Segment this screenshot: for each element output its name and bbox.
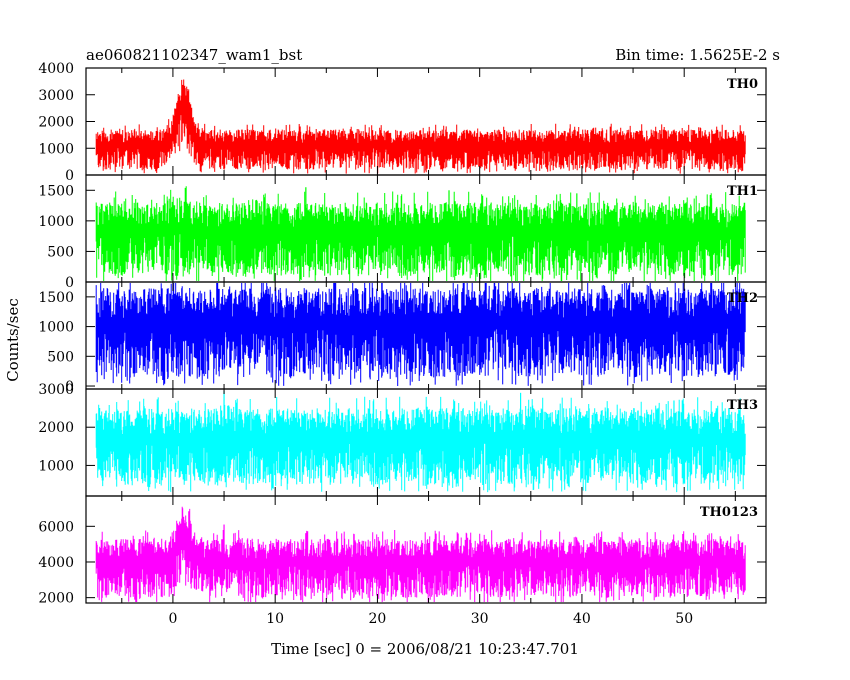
panel-th0123: 2000 4000 6000 TH0123 [38, 495, 767, 607]
panel-frame [85, 495, 767, 604]
y-tick-label: 0 [65, 168, 74, 184]
y-tick-label: 500 [47, 244, 74, 260]
y-tick-label: 0 [65, 379, 74, 395]
series-th2 [95, 283, 746, 386]
y-tick-label: 500 [47, 349, 74, 365]
y-tick-label: 1000 [38, 458, 74, 474]
x-tick-label: 30 [471, 611, 489, 627]
series-th0123 [95, 506, 746, 602]
y-tick-label: 3000 [38, 382, 74, 398]
y-tick-label: 4000 [38, 61, 74, 77]
y-tick-label: 4000 [38, 555, 74, 571]
panel-label-th1: TH1 [727, 184, 758, 199]
y-tick-label: 1500 [38, 183, 74, 199]
y-tick-label: 1500 [38, 290, 74, 306]
y-tick-label: 0 [65, 275, 74, 291]
y-tick-label: 1000 [38, 320, 74, 336]
y-tick-label: 1000 [38, 141, 74, 157]
panel-th0: 0 1000 2000 3000 4000 TH0 [38, 61, 767, 184]
y-tick-label: 2000 [38, 591, 74, 607]
panel-th3: 1000 2000 3000 TH3 [38, 382, 767, 497]
panel-label-th2: TH2 [727, 291, 758, 306]
x-tick-label: 0 [168, 611, 177, 627]
series-th1 [95, 186, 746, 281]
x-tick-label: 20 [369, 611, 387, 627]
y-tick-label: 6000 [38, 519, 74, 535]
series-th3 [95, 396, 746, 493]
y-tick-label: 1000 [38, 214, 74, 230]
y-tick-label: 2000 [38, 115, 74, 131]
y-axis-label: Counts/sec [4, 298, 22, 382]
panel-label-th0: TH0 [727, 77, 758, 92]
chart-title: ae060821102347_wam1_bst [86, 46, 302, 64]
x-tick-label: 40 [573, 611, 591, 627]
y-tick-label: 3000 [38, 88, 74, 104]
x-tick-label: 50 [675, 611, 693, 627]
x-axis-label: Time [sec] 0 = 2006/08/21 10:23:47.701 [271, 640, 579, 658]
x-tick-label: 10 [266, 611, 284, 627]
panel-th2: 0 500 1000 1500 TH2 [38, 281, 767, 395]
panel-label-th3: TH3 [727, 398, 758, 413]
bin-time-label: Bin time: 1.5625E-2 s [615, 46, 780, 64]
panel-label-th0123: TH0123 [700, 505, 758, 520]
panel-th1: 0 500 1000 1500 TH1 [38, 174, 767, 291]
series-th0 [95, 79, 746, 174]
y-tick-label: 2000 [38, 420, 74, 436]
